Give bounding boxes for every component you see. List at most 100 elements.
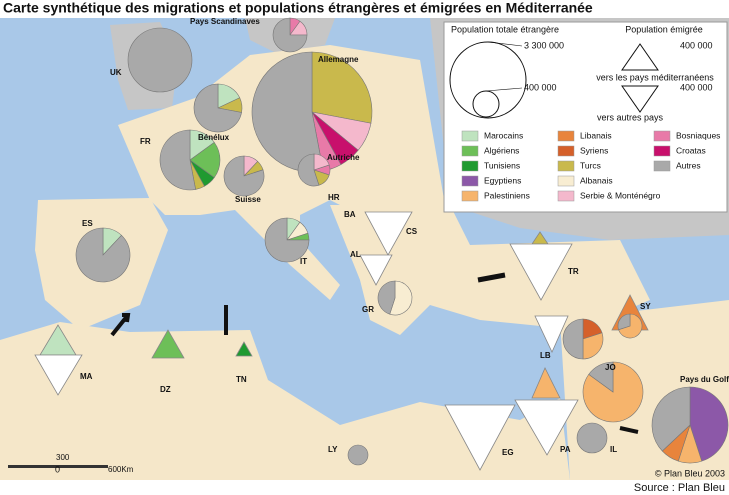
legend-title: Population totale étrangère <box>451 24 559 34</box>
triangle <box>151 329 185 359</box>
country-label: ES <box>82 219 93 228</box>
country-label: LB <box>540 351 551 360</box>
triangle <box>364 211 413 256</box>
country-label: Pays du Golfe <box>680 375 729 384</box>
scale-label: 300 <box>56 453 70 462</box>
pie-slice <box>347 444 369 466</box>
legend-swatch <box>557 130 575 142</box>
arrow <box>477 272 506 283</box>
pie-slice <box>617 313 631 331</box>
legend-value: 400 000 <box>680 82 713 92</box>
triangle <box>509 243 573 301</box>
land-north-africa <box>0 322 570 480</box>
pie-slice <box>193 83 242 133</box>
legend-label: Syriens <box>580 145 608 155</box>
legend-swatch <box>653 160 671 172</box>
country-label: DZ <box>160 385 171 394</box>
country-label: UK <box>110 68 122 77</box>
pie-slice <box>75 227 131 283</box>
legend-label: Turcs <box>580 160 601 170</box>
pie-slice <box>297 153 320 187</box>
country-label: PA <box>560 445 571 454</box>
legend-value: 3 300 000 <box>524 40 564 50</box>
country-label: SY <box>640 302 651 311</box>
country-label: Autriche <box>327 153 360 162</box>
country-label: FR <box>140 137 151 146</box>
legend-swatch <box>461 175 479 187</box>
legend: Population totale étrangère 3 300 000 40… <box>443 21 728 213</box>
triangle <box>235 341 253 357</box>
pie-slice <box>272 17 308 53</box>
legend-label: Autres <box>676 160 701 170</box>
legend-value: 400 000 <box>524 82 557 92</box>
pie-slice <box>311 51 373 124</box>
scale-label: 0 <box>55 464 60 474</box>
arrow <box>619 426 639 434</box>
country-label: Pays Scandinaves <box>190 17 260 26</box>
country-label: IL <box>610 445 617 454</box>
title: Carte synthétique des migrations et popu… <box>3 0 593 16</box>
pie-slice <box>223 155 265 197</box>
source: Source : Plan Bleu <box>634 482 725 494</box>
pie-slice <box>127 27 193 93</box>
pie-slice <box>389 280 413 316</box>
country-label: TR <box>568 267 579 276</box>
legend-swatch <box>461 130 479 142</box>
labels: UK Pays Scandinaves Allemagne Bénélux FR… <box>80 17 729 457</box>
triangle <box>534 315 569 353</box>
legend-swatch <box>653 145 671 157</box>
pie-slice <box>189 141 221 179</box>
country-label: LY <box>328 445 338 454</box>
legend-label: Serbie & Monténégro <box>580 190 661 200</box>
triangle <box>531 367 561 399</box>
legend-label: Bosniaques <box>676 130 720 140</box>
country-label: Suisse <box>235 195 261 204</box>
arrow <box>110 313 131 337</box>
scale-label: 600Km <box>108 465 134 474</box>
country-label: MA <box>80 372 93 381</box>
legend-box <box>443 21 728 213</box>
leader <box>485 87 523 92</box>
triangle <box>34 354 83 396</box>
pie-slice <box>651 386 691 452</box>
legend-text: vers autres pays <box>597 112 664 122</box>
legend-triangle <box>621 43 659 71</box>
legend-label: Libanais <box>580 130 612 140</box>
country-label: Allemagne <box>318 55 359 64</box>
pie-slice <box>377 280 396 315</box>
pie-slice <box>588 361 614 393</box>
legend-value: 400 000 <box>680 40 713 50</box>
leader <box>487 41 523 47</box>
legend-label: Albanais <box>580 175 613 185</box>
triangle <box>514 399 579 456</box>
pie-slice <box>159 129 196 191</box>
country-label: CS <box>406 227 418 236</box>
legend-swatch <box>653 130 671 142</box>
legend-label: Algériens <box>484 145 519 155</box>
legend-title: Population émigrée <box>625 24 703 34</box>
legend-swatch <box>461 160 479 172</box>
country-label: Bénélux <box>198 133 230 142</box>
country-label: IT <box>300 257 307 266</box>
legend-text: vers les pays méditerranéens <box>596 72 714 82</box>
legend-swatch <box>461 190 479 202</box>
legend-swatch <box>557 175 575 187</box>
credit: © Plan Bleu 2003 <box>655 468 725 478</box>
country-label: BA <box>344 210 356 219</box>
scale-bar: 0 300 600Km <box>8 453 134 474</box>
pie-slice <box>582 332 604 360</box>
legend-label: Tunisiens <box>484 160 520 170</box>
legend-label: Croatas <box>676 145 706 155</box>
scale-line <box>8 465 108 468</box>
legend-swatch <box>557 160 575 172</box>
legend-label: Marocains <box>484 130 523 140</box>
legend-swatch <box>557 190 575 202</box>
country-label: TN <box>236 375 247 384</box>
country-label: HR <box>328 193 340 202</box>
triangle <box>359 254 393 286</box>
legend-label: Egyptiens <box>484 175 521 185</box>
pie-slice <box>264 217 310 263</box>
pie-slice <box>689 386 729 462</box>
triangle <box>444 404 516 471</box>
